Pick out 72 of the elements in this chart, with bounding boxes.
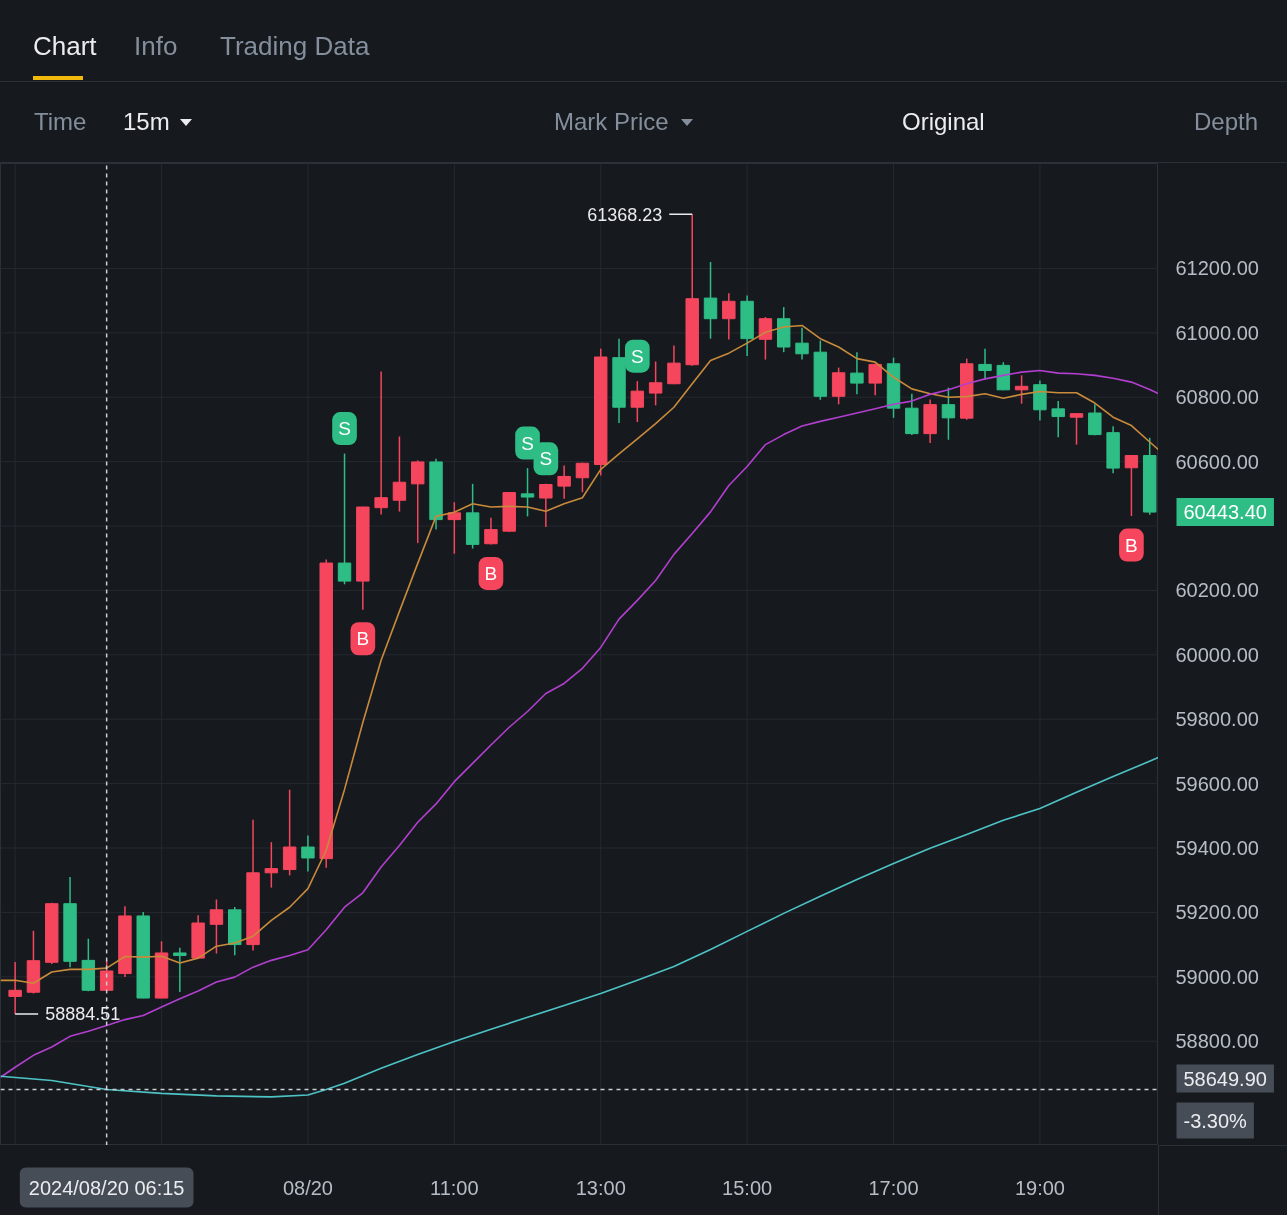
ref-line-label: 58649.90 -3.30% <box>1183 1067 1267 1132</box>
x-tick-label: 08/20 <box>282 1176 333 1199</box>
x-tick-label: 19:00 <box>1014 1176 1065 1199</box>
x-tick-label: 13:00 <box>575 1176 626 1199</box>
candlestick <box>630 380 645 423</box>
y-tick-label: 58800.00 <box>1175 1030 1259 1053</box>
y-tick-label: 61000.00 <box>1175 321 1259 344</box>
candlestick <box>795 326 809 361</box>
candlestick <box>850 351 864 396</box>
candlestick <box>868 362 882 397</box>
annotation: S <box>539 448 553 470</box>
candlestick <box>575 461 590 493</box>
x-tick-label: 17:00 <box>868 1176 919 1199</box>
annotation: 58884.51 <box>45 1004 121 1025</box>
y-tick-label: 59600.00 <box>1175 772 1259 795</box>
candlestick <box>8 961 22 1015</box>
candlestick <box>209 898 224 955</box>
annotation: B <box>484 562 498 584</box>
y-tick-label: 59200.00 <box>1175 901 1259 924</box>
text: Chart <box>33 31 97 61</box>
candlestick <box>1069 412 1084 446</box>
annotation: 61368.23 <box>587 204 663 225</box>
candlestick <box>301 834 315 873</box>
candlestick <box>831 366 846 406</box>
y-tick-label: 60200.00 <box>1175 579 1259 602</box>
annotation: S <box>521 432 534 454</box>
candlestick <box>264 841 279 889</box>
ref-line-label: 2024/08/20 06:15 <box>28 1176 185 1199</box>
candlestick <box>667 344 681 386</box>
candlestick <box>484 516 498 546</box>
text: 15m <box>123 108 170 136</box>
text: Trading Data <box>220 31 370 61</box>
x-tick-label: 11:00 <box>430 1176 479 1199</box>
candlestick <box>447 501 462 555</box>
y-tick-label: 60600.00 <box>1175 450 1259 473</box>
candlestick <box>722 292 736 341</box>
candlestick <box>557 464 571 500</box>
candlestick <box>1088 403 1102 436</box>
candlestick <box>758 316 773 361</box>
candlestick <box>411 459 425 544</box>
candlestick <box>374 370 388 516</box>
candlestick <box>1124 454 1139 517</box>
text: Original <box>902 108 985 136</box>
y-tick-label: 60000.00 <box>1175 643 1259 666</box>
annotation: 60443.40 <box>1183 501 1267 524</box>
text: Time <box>34 108 87 136</box>
candlestick <box>978 347 992 381</box>
y-tick-label: 59800.00 <box>1175 708 1259 731</box>
line-series <box>0 369 1158 1079</box>
candlestick <box>941 386 956 441</box>
y-tick-label: 60800.00 <box>1175 386 1259 409</box>
text: Info <box>134 31 178 61</box>
text: Depth <box>1194 108 1259 136</box>
candlestick <box>337 452 352 586</box>
text: Mark Price <box>554 108 669 136</box>
candlestick <box>282 788 297 877</box>
candlestick <box>520 467 535 518</box>
candlestick <box>1051 400 1065 438</box>
annotation: B <box>1125 534 1138 556</box>
candlestick <box>173 947 187 993</box>
annotation: S <box>338 418 351 440</box>
candlestick <box>703 261 718 340</box>
candlestick <box>648 360 663 407</box>
y-tick-label: 61200.00 <box>1175 257 1259 280</box>
line-series <box>0 756 1158 1098</box>
candlestick <box>392 435 407 513</box>
annotation: B <box>356 628 370 650</box>
y-tick-label: 59400.00 <box>1175 837 1259 859</box>
y-tick-label: 59000.00 <box>1175 965 1259 988</box>
candlestick <box>539 483 553 528</box>
x-tick-label: 15:00 <box>722 1176 773 1199</box>
annotation: S <box>630 345 644 367</box>
